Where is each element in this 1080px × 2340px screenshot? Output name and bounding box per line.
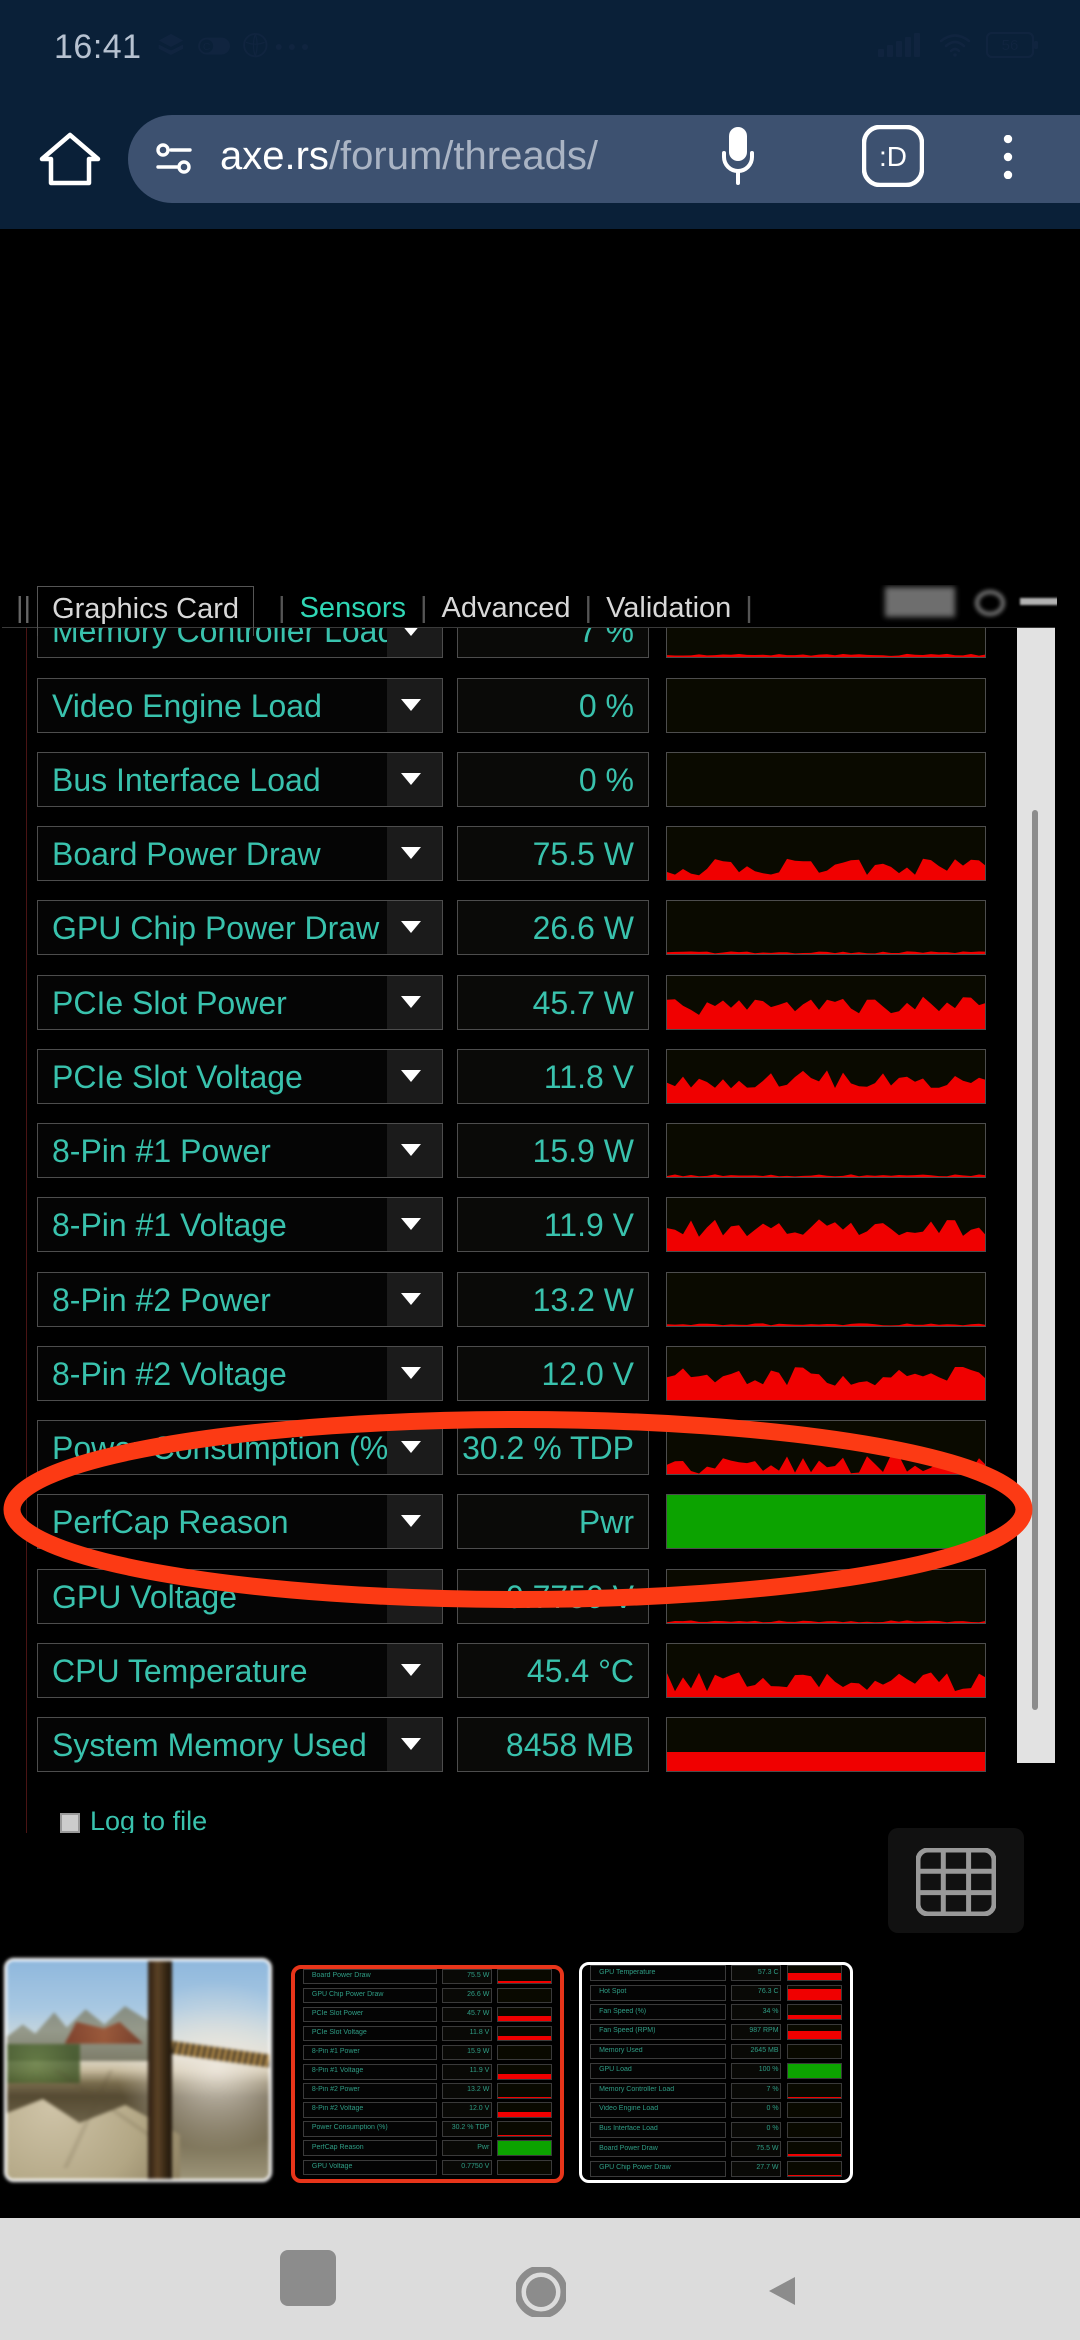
svg-text:56: 56 [1002, 37, 1019, 54]
svg-text:C: C [203, 42, 211, 53]
svg-text::D: :D [879, 141, 907, 172]
